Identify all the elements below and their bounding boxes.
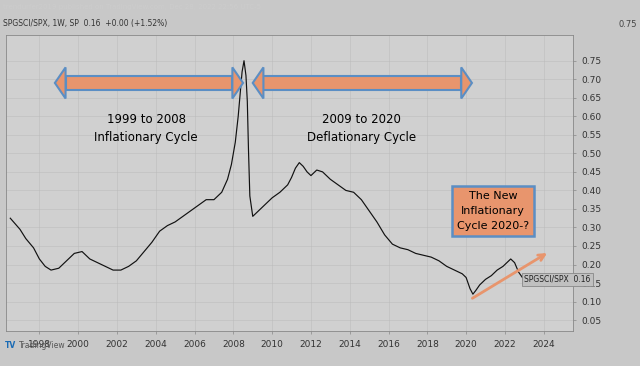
Text: trendurfer2019 published on TradingView.com, Dec 28, 2022 22:56 UTC-5: trendurfer2019 published on TradingView.… xyxy=(3,4,261,10)
Polygon shape xyxy=(253,67,264,98)
Polygon shape xyxy=(232,67,243,98)
Text: The New
Inflationary
Cycle 2020-?: The New Inflationary Cycle 2020-? xyxy=(457,191,529,231)
Text: 1999 to 2008
Inflationary Cycle: 1999 to 2008 Inflationary Cycle xyxy=(94,113,198,143)
Text: SPGSCI/SPX, 1W, SP  0.16  +0.00 (+1.52%): SPGSCI/SPX, 1W, SP 0.16 +0.00 (+1.52%) xyxy=(3,19,168,28)
Polygon shape xyxy=(55,67,65,98)
Bar xyxy=(264,76,461,90)
Text: TradingView: TradingView xyxy=(19,341,66,350)
Text: 2009 to 2020
Deflationary Cycle: 2009 to 2020 Deflationary Cycle xyxy=(307,113,416,143)
Text: 0.75: 0.75 xyxy=(618,20,637,29)
Text: TV: TV xyxy=(5,341,17,350)
Text: SPGSCI/SPX  0.16: SPGSCI/SPX 0.16 xyxy=(524,275,591,284)
Bar xyxy=(65,76,232,90)
Polygon shape xyxy=(461,67,472,98)
